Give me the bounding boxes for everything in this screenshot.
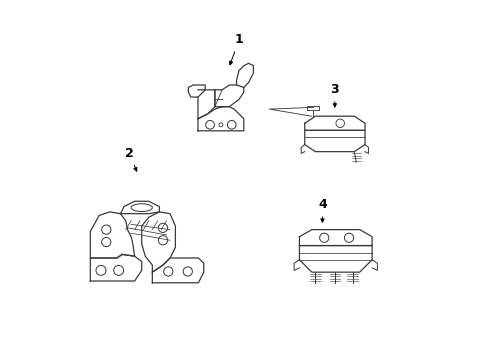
Text: 1: 1: [229, 33, 243, 65]
Text: 2: 2: [124, 147, 137, 171]
Text: 4: 4: [318, 198, 326, 222]
Text: 3: 3: [330, 83, 339, 107]
